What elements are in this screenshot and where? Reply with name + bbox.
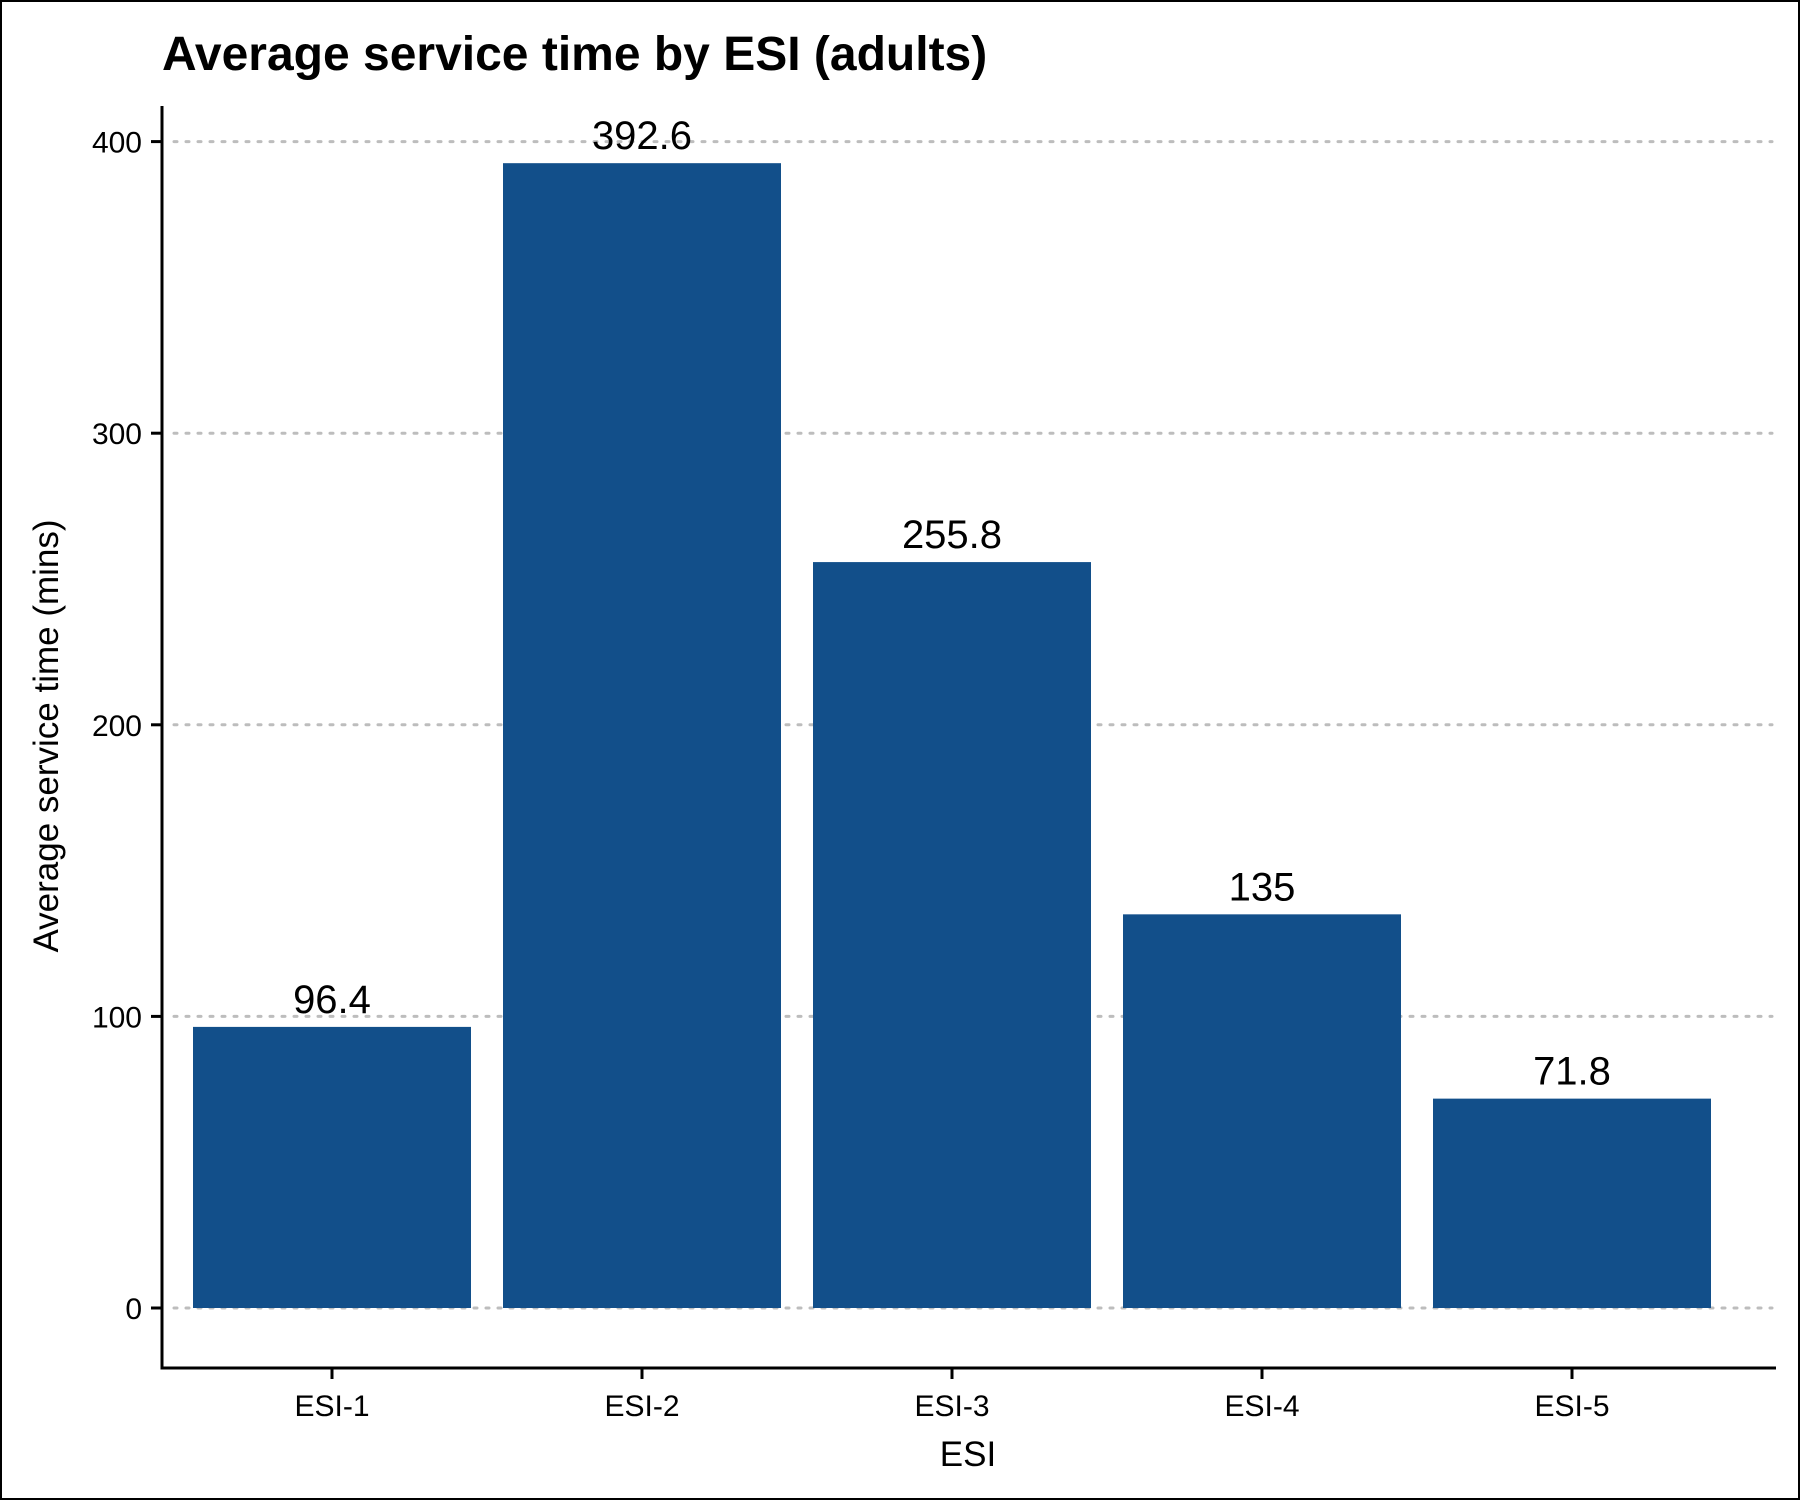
x-tick-label: ESI-1 xyxy=(294,1390,369,1423)
chart-title: Average service time by ESI (adults) xyxy=(162,28,987,81)
y-tick-label: 100 xyxy=(92,1001,142,1034)
bar xyxy=(1433,1098,1711,1308)
y-tick-label: 200 xyxy=(92,710,142,743)
x-tick-label: ESI-5 xyxy=(1534,1390,1609,1423)
bar xyxy=(813,562,1091,1308)
y-tick-label: 300 xyxy=(92,418,142,451)
y-axis-ticks: 0 100 200 300 400 xyxy=(92,127,162,1326)
y-axis-title: Average service time (mins) xyxy=(27,519,66,952)
y-tick-label: 400 xyxy=(92,127,142,160)
bar xyxy=(1123,914,1401,1308)
data-label: 135 xyxy=(1229,865,1296,909)
data-labels: 96.4 392.6 255.8 135 71.8 xyxy=(293,114,1611,1093)
axes xyxy=(160,106,1776,1370)
data-label: 392.6 xyxy=(592,114,692,158)
data-label: 71.8 xyxy=(1533,1050,1611,1094)
x-axis-ticks: ESI-1 ESI-2 ESI-3 ESI-4 ESI-5 xyxy=(294,1368,1610,1423)
x-axis-title: ESI xyxy=(940,1435,996,1474)
x-tick-label: ESI-4 xyxy=(1224,1390,1299,1423)
data-label: 255.8 xyxy=(902,513,1002,557)
x-tick-label: ESI-3 xyxy=(914,1390,989,1423)
y-tick-label: 0 xyxy=(125,1293,142,1326)
bar xyxy=(503,163,781,1308)
x-tick-label: ESI-2 xyxy=(604,1390,679,1423)
bar xyxy=(193,1026,471,1308)
bars xyxy=(193,163,1711,1308)
data-label: 96.4 xyxy=(293,978,371,1022)
